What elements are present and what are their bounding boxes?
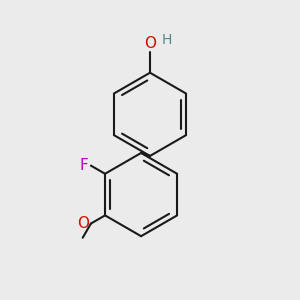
Text: F: F	[80, 158, 88, 173]
Text: O: O	[144, 36, 156, 51]
Text: O: O	[77, 216, 89, 231]
Text: H: H	[161, 33, 172, 47]
